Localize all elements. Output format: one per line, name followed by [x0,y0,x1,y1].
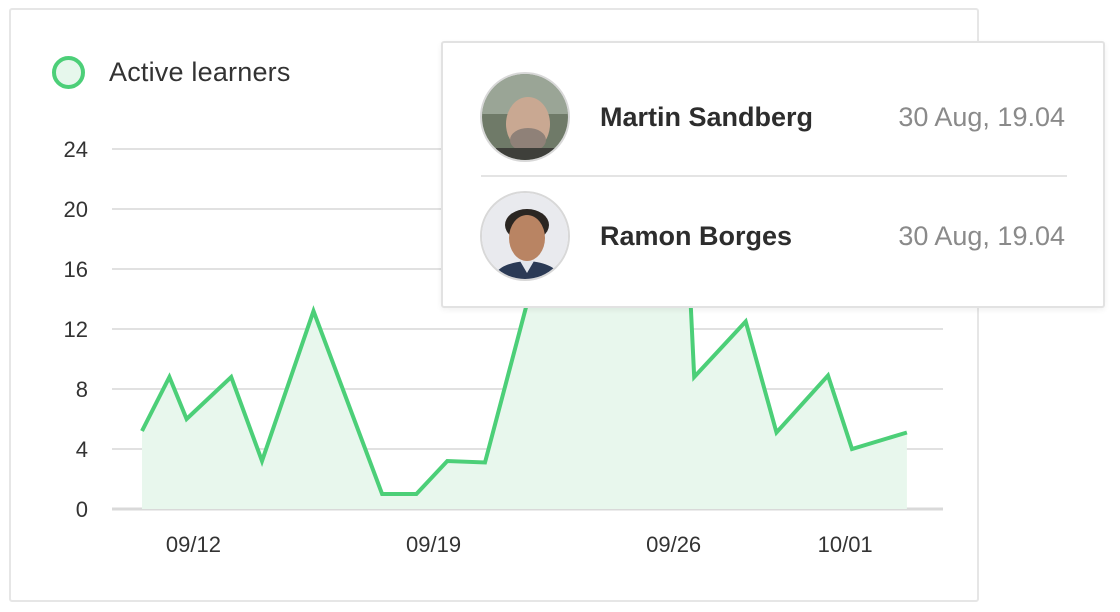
learner-name: Martin Sandberg [600,101,814,132]
y-tick-label: 24 [64,137,88,162]
divider [481,175,1067,177]
avatar [480,191,570,281]
learner-timestamp: 30 Aug, 19.04 [898,101,1065,132]
y-tick-label: 8 [76,377,88,402]
y-tick-label: 20 [64,197,88,222]
series-line [140,255,908,496]
y-tick-label: 12 [64,317,88,342]
learner-row[interactable]: Ramon Borges 30 Aug, 19.04 [443,176,1103,296]
learner-timestamp: 30 Aug, 19.04 [898,220,1065,251]
x-tick-label: 09/19 [406,532,461,557]
series-area [142,257,907,509]
learners-tooltip: Martin Sandberg 30 Aug, 19.04 Ramon Borg… [441,41,1105,308]
legend-label: Active learners [109,57,291,87]
y-tick-label: 4 [76,437,88,462]
legend[interactable]: Active learners [52,56,291,89]
x-tick-label: 09/26 [646,532,701,557]
learner-name: Ramon Borges [600,220,793,251]
x-tick-label: 10/01 [818,532,873,557]
y-tick-label: 0 [76,497,88,522]
legend-marker [52,56,85,89]
x-tick-label: 09/12 [166,532,221,557]
y-tick-label: 16 [64,257,88,282]
learner-row[interactable]: Martin Sandberg 30 Aug, 19.04 [443,57,1103,177]
avatar [480,72,570,162]
